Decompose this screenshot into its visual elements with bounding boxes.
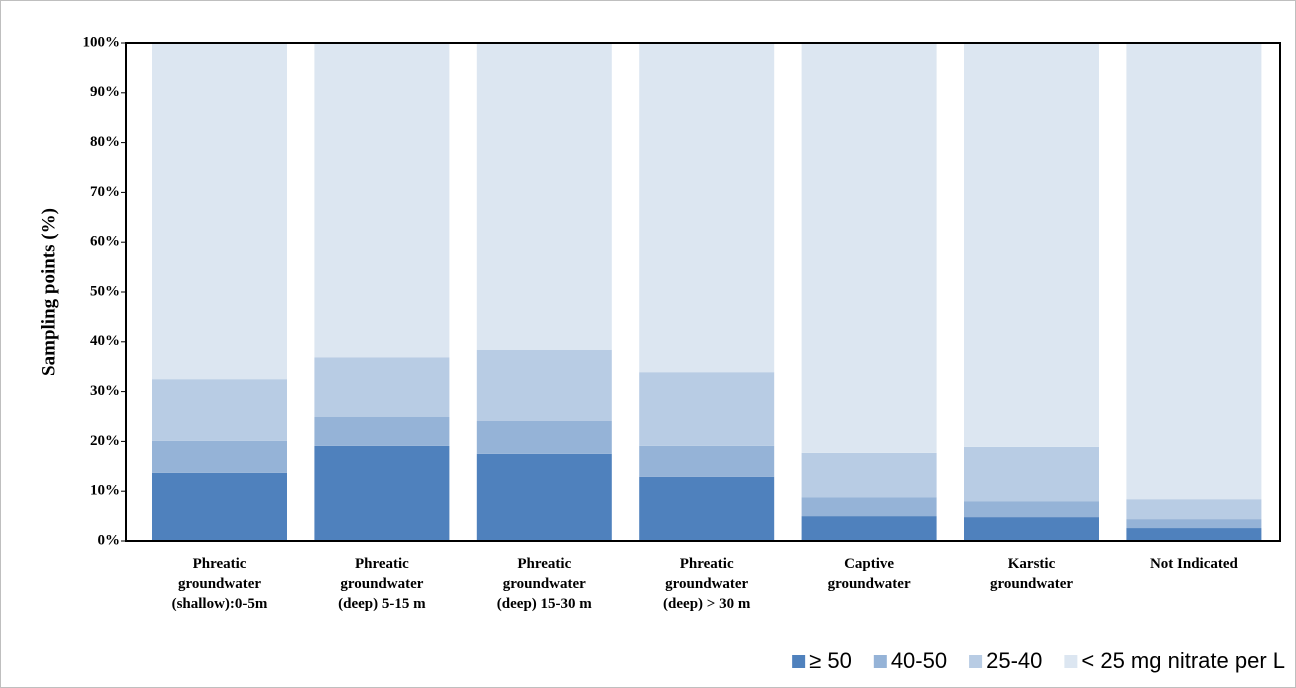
x-tick-label: Phreatic [517,556,571,572]
bar-segment [639,445,775,477]
bar-segment [152,379,287,441]
legend-label: 40-50 [891,648,947,673]
x-tick-label: groundwater [178,576,261,592]
legend-swatch [792,655,806,668]
legend-swatch [1064,655,1078,668]
bar-segment [801,516,937,541]
bar-segment [152,440,287,473]
x-tick-label: Captive [844,556,894,572]
bar-segment [1126,499,1262,520]
bar-segment [639,476,775,541]
y-tick-label: 80% [90,134,120,150]
y-tick-label: 70% [90,184,120,200]
x-tick-label: Phreatic [193,556,247,572]
x-tick-label: groundwater [503,576,586,592]
bar-segment [801,452,937,498]
x-tick-label: (deep) 15-30 m [497,596,592,612]
y-tick-label: 60% [90,234,120,250]
bar-segment [964,501,1099,518]
legend-label: < 25 mg nitrate per L [1081,648,1285,673]
x-tick-label: groundwater [340,576,423,592]
bar-segment [1126,43,1262,500]
plot-frame [125,42,1281,542]
bar-segment [639,372,775,446]
bar-segment [314,43,450,358]
y-tick-label: 100% [83,34,121,50]
y-tick-label: 0% [98,532,121,548]
legend-label: 25-40 [986,648,1042,673]
bar-segment [1126,519,1262,529]
bar-segment [801,43,937,453]
x-tick-label: groundwater [828,576,911,592]
bar-segment [639,43,775,373]
y-tick-label: 40% [90,333,120,349]
y-axis-title: Sampling points (%) [38,208,59,376]
legend-swatch [969,655,983,668]
x-tick-label: groundwater [665,576,748,592]
bar-segment [801,497,937,517]
bar-segment [476,349,612,421]
bar-segment [476,420,612,454]
bar-segment [1126,528,1262,541]
bar-segment [152,472,287,541]
bar-segment [476,453,612,541]
y-tick-label: 20% [90,433,120,449]
x-tick-label: Phreatic [355,556,409,572]
y-tick-label: 10% [90,483,120,499]
y-tick-label: 50% [90,283,120,299]
bar-segment [314,416,450,446]
bar-segment [314,357,450,417]
x-tick-label: groundwater [990,576,1073,592]
x-tick-label: Karstic [1008,556,1056,572]
bar-segment [152,43,287,380]
bar-segment [314,445,450,541]
bar-segment [964,446,1099,502]
x-tick-label: (shallow):0-5m [172,596,268,612]
legend-label: ≥ 50 [809,648,852,673]
bar-segment [476,43,612,350]
bar-segment [964,43,1099,447]
y-tick-label: 30% [90,383,120,399]
legend-swatch [873,655,887,668]
bar-segment [964,517,1099,541]
y-tick-label: 90% [90,84,120,100]
x-tick-label: Phreatic [680,556,734,572]
x-tick-label: Not Indicated [1150,556,1239,572]
x-tick-label: (deep) 5-15 m [338,596,426,612]
x-tick-label: (deep) > 30 m [663,596,751,612]
